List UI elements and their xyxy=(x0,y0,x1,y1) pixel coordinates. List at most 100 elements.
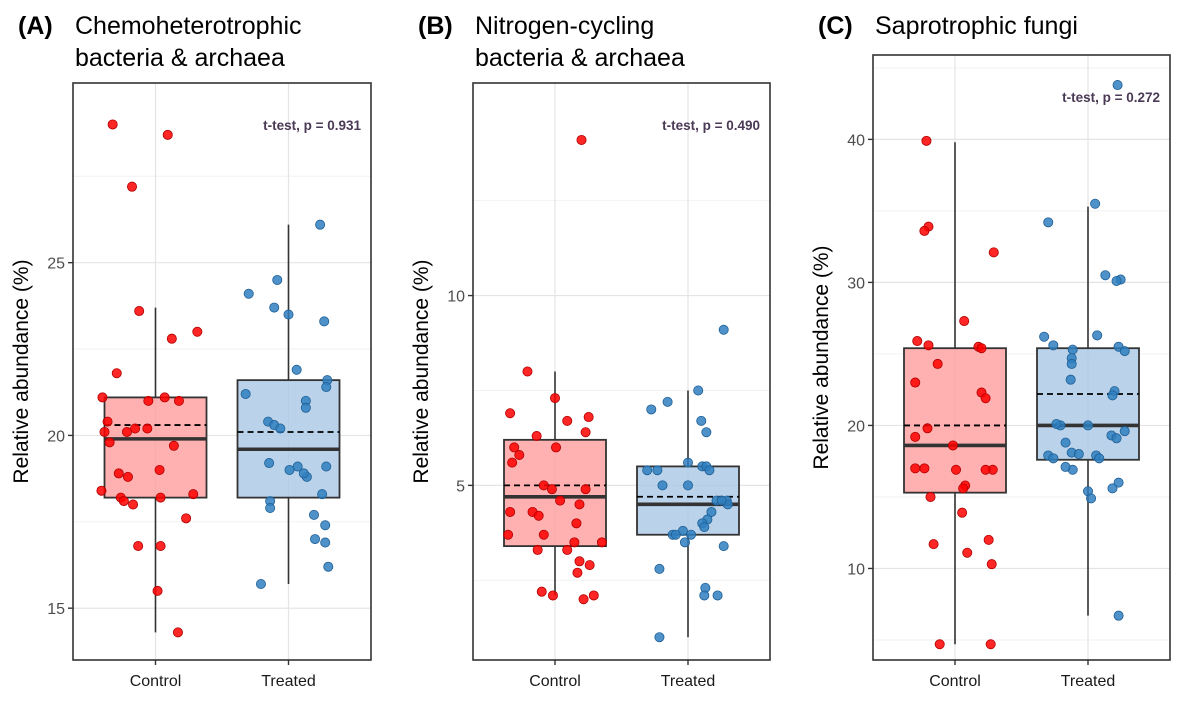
data-point-control xyxy=(951,464,962,475)
panel-title-line: Chemoheterotrophic xyxy=(75,12,302,40)
data-point-treated xyxy=(284,464,295,475)
panel-2: (B) Nitrogen-cycling bacteria & archaea 5 10… xyxy=(410,12,771,690)
data-point-control xyxy=(127,181,138,192)
data-point-treated xyxy=(662,396,673,407)
data-point-control xyxy=(910,463,921,474)
data-point-treated xyxy=(240,388,251,399)
data-point-control xyxy=(96,485,107,496)
data-point-treated xyxy=(712,590,723,601)
data-point-control xyxy=(162,129,173,140)
data-point-control xyxy=(571,518,582,529)
data-point-control xyxy=(173,395,184,406)
data-point-treated xyxy=(683,480,694,491)
box-treated xyxy=(236,379,341,499)
data-point-treated xyxy=(291,364,302,375)
data-point-treated xyxy=(696,415,707,426)
data-point-control xyxy=(181,513,192,524)
data-point-control xyxy=(912,336,923,347)
data-point-treated xyxy=(1119,426,1130,437)
data-point-control xyxy=(947,440,958,451)
box-treated xyxy=(1036,347,1140,461)
data-point-control xyxy=(569,537,580,548)
data-point-control xyxy=(505,506,516,517)
data-point-treated xyxy=(657,480,668,491)
data-point-control xyxy=(102,416,113,427)
data-point-control xyxy=(580,484,591,495)
data-point-control xyxy=(919,463,930,474)
y-axis-label: Relative abundance (%) xyxy=(10,259,33,483)
data-point-treated xyxy=(1051,419,1062,430)
data-point-control xyxy=(142,423,153,434)
data-point-treated xyxy=(1112,80,1123,91)
data-point-treated xyxy=(275,423,286,434)
data-point-treated xyxy=(1066,358,1077,369)
x-tick-label: Treated xyxy=(661,673,716,690)
data-point-control xyxy=(546,484,557,495)
data-point-control xyxy=(562,415,573,426)
data-point-treated xyxy=(1048,453,1059,464)
data-point-treated xyxy=(315,219,326,230)
data-point-control xyxy=(925,491,936,502)
panel-border xyxy=(872,54,1171,661)
data-point-treated xyxy=(1100,270,1111,281)
data-point-treated xyxy=(699,522,710,533)
data-point-treated xyxy=(255,578,266,589)
data-point-control xyxy=(555,495,566,506)
data-point-control xyxy=(923,340,934,351)
data-point-treated xyxy=(320,537,331,548)
data-point-treated xyxy=(652,465,663,476)
data-point-treated xyxy=(283,309,294,320)
data-point-control xyxy=(596,537,607,548)
data-point-control xyxy=(159,392,170,403)
data-point-control xyxy=(934,639,945,650)
data-point-treated xyxy=(716,495,727,506)
panel-title-line: Nitrogen-cycling xyxy=(475,12,654,40)
data-point-treated xyxy=(701,427,712,438)
data-point-control xyxy=(578,594,589,605)
data-point-control xyxy=(988,247,999,258)
t-test-annotation: t-test, p = 0.490 xyxy=(662,118,760,133)
panel-title-line: bacteria & archaea xyxy=(75,44,285,72)
x-tick-label: Control xyxy=(130,673,182,690)
data-point-control xyxy=(910,431,921,442)
data-point-treated xyxy=(1060,461,1071,472)
data-point-treated xyxy=(654,632,665,643)
data-point-control xyxy=(172,627,183,638)
x-tick-label: Control xyxy=(529,673,581,690)
data-point-treated xyxy=(1073,449,1084,460)
y-axis-label: Relative abundance (%) xyxy=(410,259,433,483)
data-point-treated xyxy=(1111,275,1122,286)
y-tick-label: 25 xyxy=(47,256,65,273)
data-point-control xyxy=(154,464,165,475)
data-point-control xyxy=(921,135,932,146)
data-point-control xyxy=(166,333,177,344)
panel-label: (B) xyxy=(418,12,453,40)
data-point-treated xyxy=(670,529,681,540)
data-point-control xyxy=(928,539,939,550)
data-point-control xyxy=(192,326,203,337)
data-point-control xyxy=(962,547,973,558)
data-point-control xyxy=(514,450,525,461)
data-point-control xyxy=(155,540,166,551)
data-point-control xyxy=(959,316,970,327)
data-point-treated xyxy=(704,465,715,476)
data-point-control xyxy=(99,426,110,437)
data-point-treated xyxy=(718,324,729,335)
data-point-control xyxy=(143,395,154,406)
data-point-control xyxy=(980,393,991,404)
panel-label: (C) xyxy=(818,12,853,40)
data-point-control xyxy=(919,225,930,236)
data-point-control xyxy=(538,529,549,540)
data-point-control xyxy=(550,393,561,404)
data-point-treated xyxy=(1086,493,1097,504)
data-point-control xyxy=(910,377,921,388)
y-tick-label: 5 xyxy=(456,478,465,495)
data-point-treated xyxy=(272,274,283,285)
data-point-control xyxy=(574,556,585,567)
data-point-control xyxy=(113,468,124,479)
data-point-control xyxy=(922,423,933,434)
data-point-control xyxy=(133,540,144,551)
data-point-control xyxy=(976,343,987,354)
x-tick-label: Treated xyxy=(261,673,316,690)
